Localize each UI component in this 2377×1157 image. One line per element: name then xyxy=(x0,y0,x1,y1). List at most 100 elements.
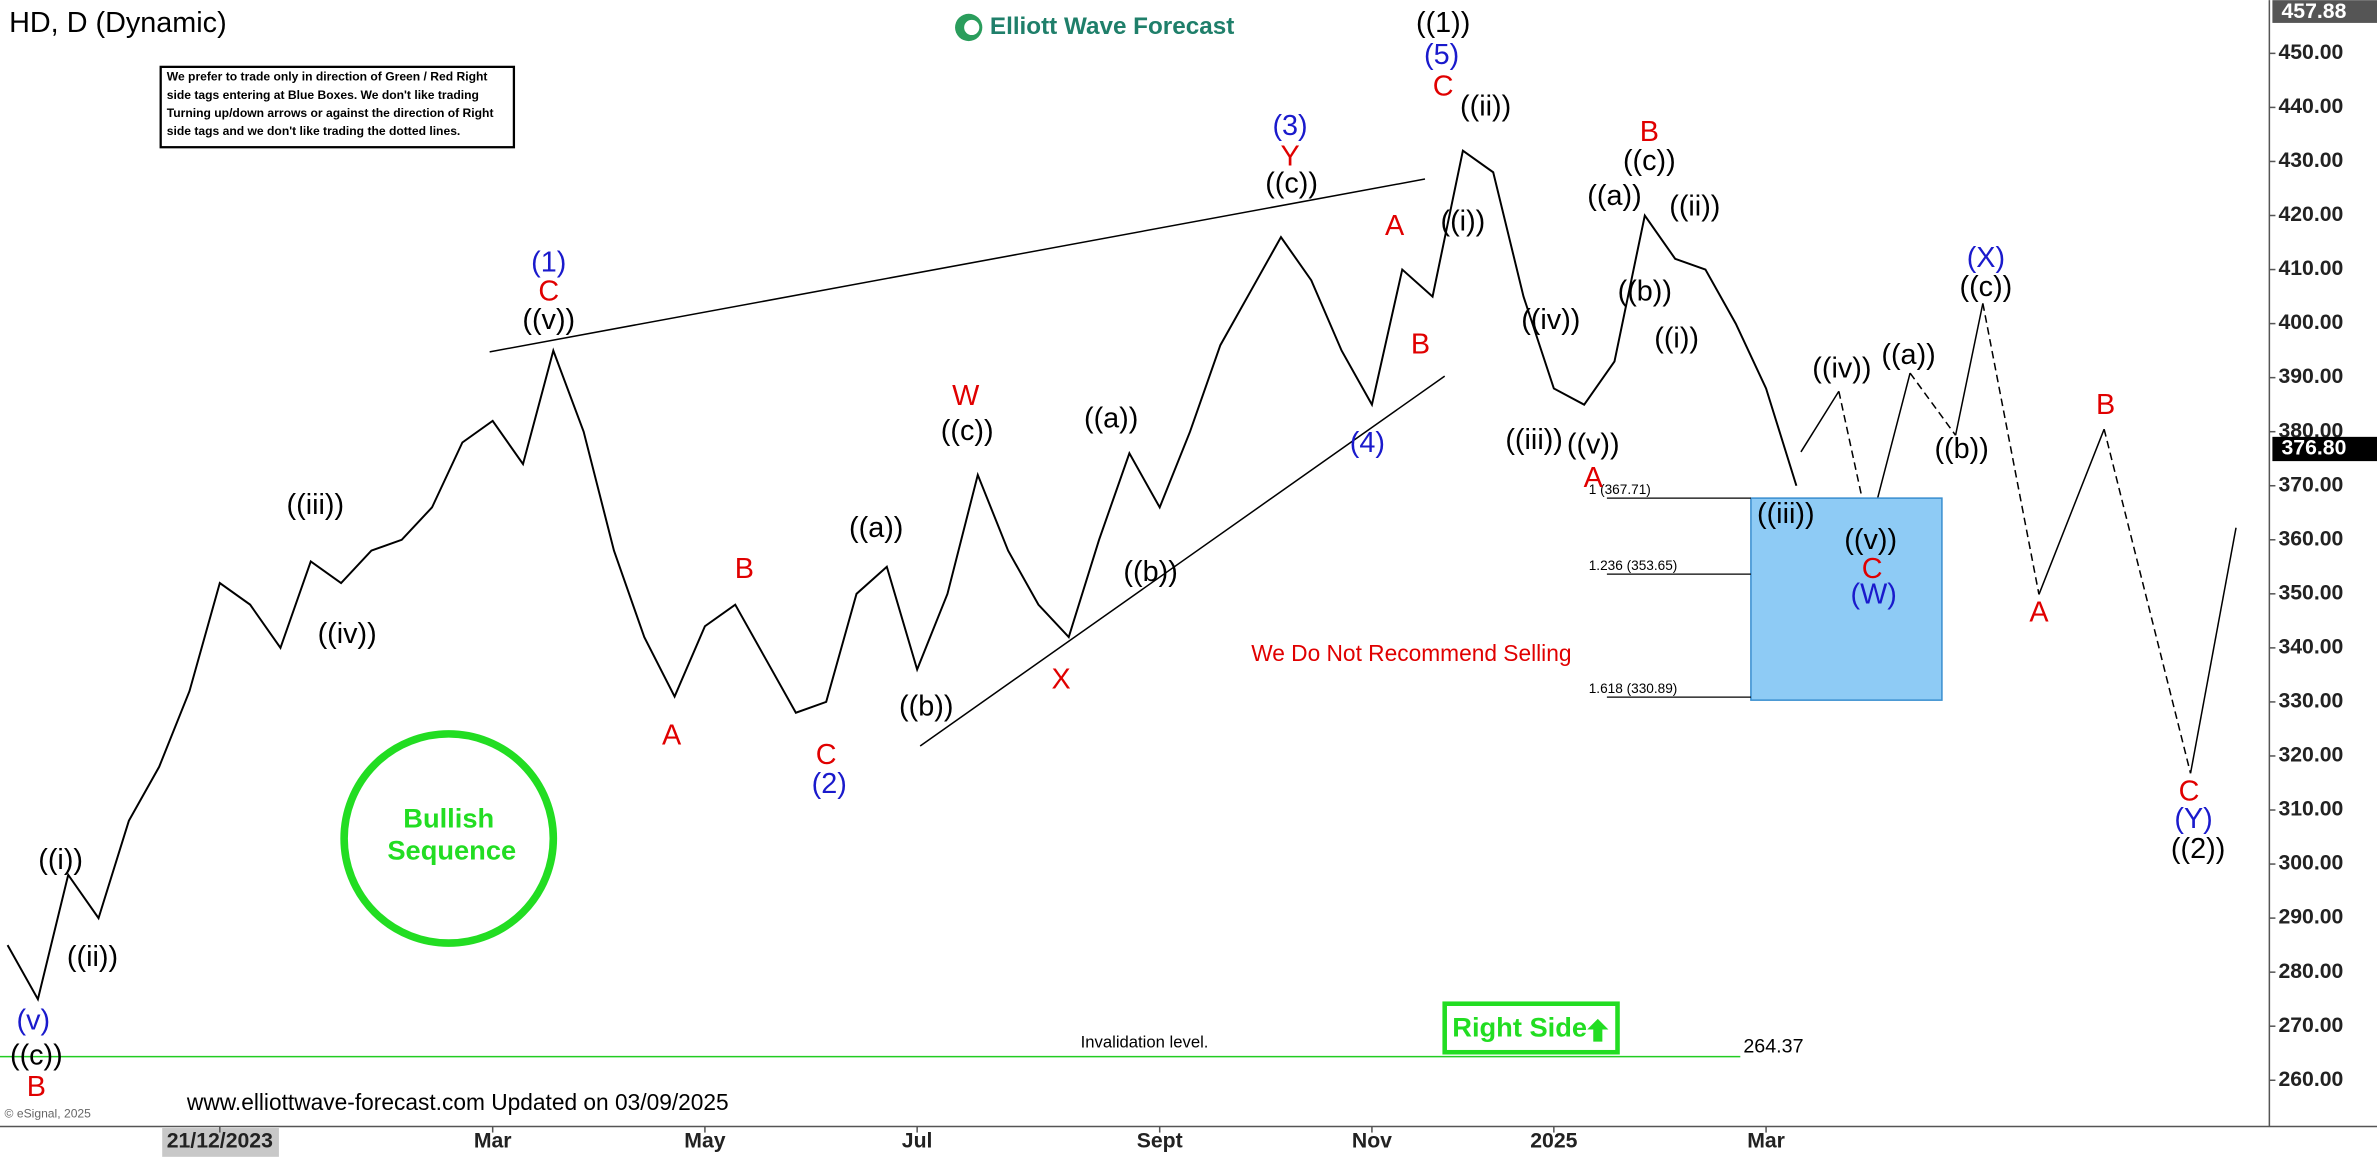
wave-label: ((c)) xyxy=(1265,168,1318,200)
wave-label: B xyxy=(2096,389,2115,421)
x-tick-label: Nov xyxy=(1352,1129,1392,1152)
wave-label: ((iii)) xyxy=(287,489,345,521)
last-price-label: 376.80 xyxy=(2281,437,2346,460)
chart-title: HD, D (Dynamic) xyxy=(9,7,227,39)
wave-label: ((v)) xyxy=(1567,428,1620,460)
wave-label: ((ii)) xyxy=(67,941,118,973)
wave-label: ((iv)) xyxy=(318,618,377,650)
bullish-circle xyxy=(340,730,558,947)
wave-label: ((1)) xyxy=(1416,7,1470,39)
wave-label: ((a)) xyxy=(1084,403,1138,435)
y-tick-label: 420.00 xyxy=(2278,203,2343,226)
footer: www.elliottwave-forecast.com Updated on … xyxy=(186,1089,729,1115)
bullish-text: Bullish xyxy=(403,802,494,833)
wave-label: X xyxy=(1052,663,1071,695)
wave-label: ((ii)) xyxy=(1669,190,1720,222)
wave-label: (Y) xyxy=(2174,803,2212,835)
fib-label: 1.236 (353.65) xyxy=(1589,558,1678,573)
y-tick-label: 370.00 xyxy=(2278,473,2343,496)
wave-label: ((a)) xyxy=(1881,339,1935,371)
y-tick-label: 330.00 xyxy=(2278,690,2343,713)
wave-label: C xyxy=(2179,776,2200,808)
wave-label: ((i)) xyxy=(1441,206,1486,238)
x-tick-label: Jul xyxy=(902,1129,933,1152)
wave-label: ((v)) xyxy=(522,304,575,336)
disclaimer: We prefer to trade only in direction of … xyxy=(167,70,494,139)
note: We Do Not Recommend Selling xyxy=(1251,640,1571,666)
wave-label: A xyxy=(1385,210,1405,242)
disclaimer-line: We prefer to trade only in direction of … xyxy=(167,70,488,84)
wave-label: B xyxy=(27,1071,46,1103)
projection-solid xyxy=(2189,527,2237,774)
logo-text: Elliott Wave Forecast xyxy=(990,13,1234,40)
wave-label: ((b)) xyxy=(1123,556,1177,588)
wave-label: W xyxy=(952,380,980,412)
blue-box xyxy=(1750,497,1943,701)
wave-label: (1) xyxy=(531,247,566,279)
wave-label: ((b)) xyxy=(1934,433,1988,465)
wave-label: ((iv)) xyxy=(1521,304,1580,336)
wave-label: C xyxy=(538,275,559,307)
x-tick-label: Mar xyxy=(474,1129,512,1152)
y-tick-label: 280.00 xyxy=(2278,960,2343,983)
projection-dashed xyxy=(2103,428,2192,774)
wave-label: ((a)) xyxy=(849,512,903,544)
projection-solid xyxy=(1954,303,1984,436)
y-tick-label: 450.00 xyxy=(2278,41,2343,64)
invalidation-text: Invalidation level. xyxy=(1081,1032,1209,1051)
wave-label: ((b)) xyxy=(1618,275,1672,307)
x-tick-label: Mar xyxy=(1747,1129,1785,1152)
wave-label: ((i)) xyxy=(38,844,83,876)
wave-label: A xyxy=(2029,597,2049,629)
wave-label: ((2)) xyxy=(2171,833,2225,865)
wave-label: ((c)) xyxy=(941,415,994,447)
wave-label: C xyxy=(1862,553,1883,585)
x-tick-label: 21/12/2023 xyxy=(167,1129,273,1152)
wave-label: ((iv)) xyxy=(1812,353,1871,385)
wave-label: (4) xyxy=(1350,427,1385,459)
wave-label: B xyxy=(1640,116,1659,148)
wave-label: ((c)) xyxy=(10,1039,63,1071)
y-tick-label: 360.00 xyxy=(2278,527,2343,550)
wave-label: (3) xyxy=(1272,110,1307,142)
y-tick-label: 310.00 xyxy=(2278,798,2343,821)
y-tick-label: 300.00 xyxy=(2278,852,2343,875)
axis-top-tag xyxy=(2272,0,2377,23)
wave-label: ((a)) xyxy=(1587,180,1641,212)
y-tick-label: 380.00 xyxy=(2278,419,2343,442)
y-tick-label: 260.00 xyxy=(2278,1068,2343,1091)
wave-label: (5) xyxy=(1424,39,1459,71)
wave-label: (X) xyxy=(1967,242,2005,274)
projection-dashed xyxy=(1909,372,1957,436)
wave-label: ((c)) xyxy=(1623,145,1676,177)
fib-label: 1.618 (330.89) xyxy=(1589,681,1678,696)
y-tick-label: 350.00 xyxy=(2278,581,2343,604)
wave-label: A xyxy=(1584,462,1604,494)
y-tick-label: 290.00 xyxy=(2278,906,2343,929)
y-tick-label: 340.00 xyxy=(2278,635,2343,658)
wave-label: B xyxy=(1411,328,1430,360)
disclaimer-line: side tags and we don't like trading the … xyxy=(167,124,461,138)
y-tick-label: 320.00 xyxy=(2278,744,2343,767)
wave-label: A xyxy=(662,720,682,752)
fib-label: 1 (367.71) xyxy=(1589,482,1651,497)
trend-line xyxy=(489,178,1426,353)
x-tick-label: May xyxy=(684,1129,725,1152)
right-side-text: Right Side xyxy=(1452,1012,1587,1043)
right-side-arrow xyxy=(1587,1018,1609,1042)
wave-label: C xyxy=(1433,71,1454,103)
wave-label: (2) xyxy=(812,768,847,800)
wave-label: C xyxy=(816,739,837,771)
y-tick-label: 270.00 xyxy=(2278,1014,2343,1037)
disclaimer-box xyxy=(159,65,516,149)
y-tick-label: 410.00 xyxy=(2278,257,2343,280)
projection-solid xyxy=(1800,390,1840,453)
wave-label: ((b)) xyxy=(899,691,953,723)
invalidation-label: 264.37 xyxy=(1743,1036,1803,1058)
disclaimer-line: side tags entering at Blue Boxes. We don… xyxy=(167,88,479,102)
bullish-text: Sequence xyxy=(387,834,516,865)
date-highlight xyxy=(162,1128,279,1157)
right-side-box xyxy=(1442,1001,1620,1055)
